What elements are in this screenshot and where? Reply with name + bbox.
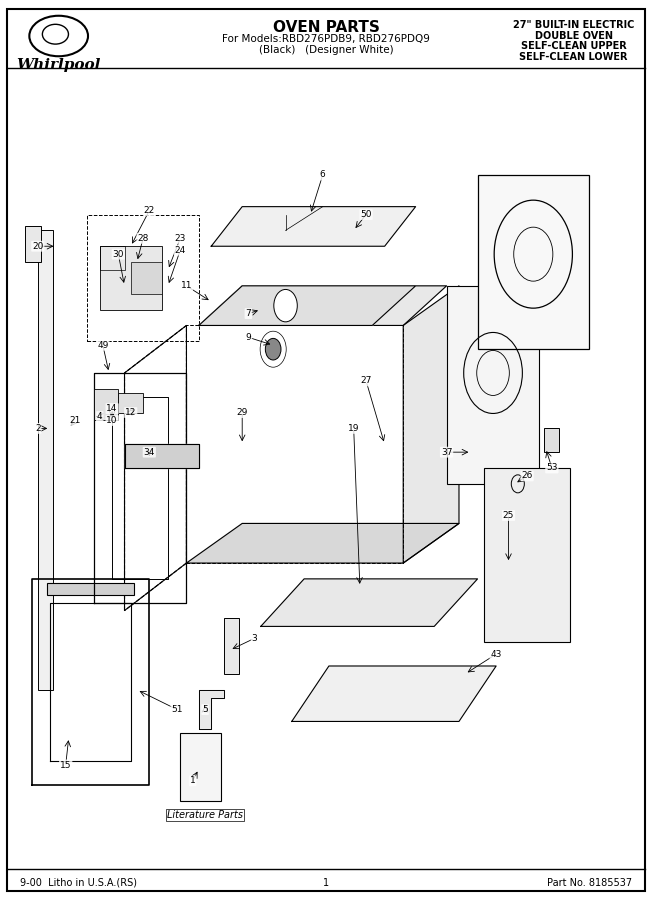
- Text: 29: 29: [237, 408, 248, 417]
- Text: 12: 12: [125, 408, 136, 417]
- Text: 43: 43: [490, 650, 502, 659]
- Text: 20: 20: [32, 242, 44, 251]
- Text: 22: 22: [143, 206, 155, 215]
- Bar: [100, 247, 162, 310]
- Bar: [38, 230, 53, 689]
- Polygon shape: [403, 286, 459, 563]
- Text: 28: 28: [138, 234, 149, 243]
- Text: DOUBLE OVEN: DOUBLE OVEN: [535, 31, 613, 40]
- Text: 25: 25: [503, 511, 514, 520]
- Polygon shape: [261, 579, 477, 626]
- Text: 4: 4: [97, 412, 102, 421]
- Text: 1: 1: [190, 777, 196, 786]
- Polygon shape: [291, 666, 496, 722]
- Bar: [100, 247, 125, 270]
- Polygon shape: [199, 286, 415, 326]
- Polygon shape: [125, 326, 186, 610]
- Text: 27" BUILT-IN ELECTRIC: 27" BUILT-IN ELECTRIC: [513, 20, 634, 30]
- Text: 50: 50: [361, 210, 372, 219]
- Text: For Models:RBD276PDB9, RBD276PDQ9: For Models:RBD276PDB9, RBD276PDQ9: [222, 34, 430, 44]
- Text: 30: 30: [113, 249, 124, 258]
- Bar: [484, 468, 570, 643]
- Bar: [180, 734, 220, 801]
- Bar: [47, 583, 134, 595]
- Text: 37: 37: [441, 447, 452, 456]
- Text: (Black)   (Designer White): (Black) (Designer White): [259, 45, 393, 55]
- Text: 23: 23: [175, 234, 186, 243]
- Text: 24: 24: [175, 246, 186, 255]
- Text: 3: 3: [252, 634, 258, 643]
- Bar: [93, 389, 118, 420]
- Text: 15: 15: [60, 760, 72, 770]
- Text: 27: 27: [361, 376, 372, 385]
- Text: 53: 53: [546, 464, 557, 472]
- Polygon shape: [211, 207, 415, 247]
- Text: SELF-CLEAN UPPER: SELF-CLEAN UPPER: [521, 41, 627, 51]
- Polygon shape: [199, 286, 447, 326]
- Text: 19: 19: [348, 424, 359, 433]
- Polygon shape: [31, 579, 149, 785]
- Text: Whirlpool: Whirlpool: [16, 58, 101, 73]
- Text: Part No. 8185537: Part No. 8185537: [547, 878, 632, 887]
- Polygon shape: [199, 689, 224, 729]
- Text: 21: 21: [69, 416, 81, 425]
- Circle shape: [265, 338, 281, 360]
- Text: 11: 11: [181, 282, 192, 291]
- Bar: [544, 428, 559, 452]
- Circle shape: [274, 290, 297, 322]
- Text: 49: 49: [97, 341, 108, 350]
- Text: 6: 6: [320, 170, 325, 179]
- Bar: [477, 175, 589, 349]
- Text: OVEN PARTS: OVEN PARTS: [273, 20, 379, 35]
- Bar: [25, 227, 41, 262]
- Text: 26: 26: [522, 472, 533, 481]
- Text: 34: 34: [143, 447, 155, 456]
- Text: 2: 2: [35, 424, 40, 433]
- Text: 9-00  Litho in U.S.A.(RS): 9-00 Litho in U.S.A.(RS): [20, 878, 136, 887]
- Text: 1: 1: [323, 878, 329, 887]
- Text: 5: 5: [202, 705, 208, 714]
- Bar: [87, 214, 199, 341]
- Text: SELF-CLEAN LOWER: SELF-CLEAN LOWER: [520, 52, 628, 62]
- Text: 14: 14: [106, 404, 118, 413]
- Text: 7: 7: [246, 309, 251, 318]
- Bar: [186, 326, 403, 563]
- Bar: [130, 262, 162, 293]
- Text: Literature Parts: Literature Parts: [167, 810, 243, 820]
- Text: 51: 51: [171, 705, 183, 714]
- Bar: [224, 618, 239, 674]
- Bar: [118, 392, 143, 412]
- Text: 10: 10: [106, 416, 118, 425]
- Text: 9: 9: [246, 333, 251, 342]
- Polygon shape: [125, 445, 199, 468]
- Bar: [447, 286, 539, 484]
- Polygon shape: [186, 524, 459, 563]
